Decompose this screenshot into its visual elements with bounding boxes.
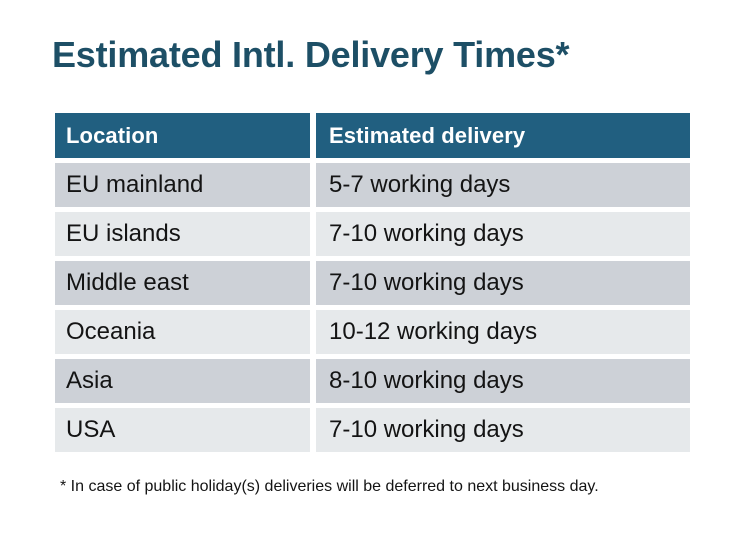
cell-delivery: 7-10 working days (316, 212, 690, 256)
table-row: EU islands 7-10 working days (55, 212, 690, 256)
table-header-row: Location Estimated delivery (55, 113, 690, 158)
cell-delivery: 8-10 working days (316, 359, 690, 403)
cell-location: Middle east (55, 261, 310, 305)
header-cell-location: Location (55, 113, 310, 158)
header-cell-estimated-delivery: Estimated delivery (316, 113, 690, 158)
cell-delivery: 7-10 working days (316, 408, 690, 452)
table-row: Asia 8-10 working days (55, 359, 690, 403)
cell-location: Asia (55, 359, 310, 403)
cell-location: EU islands (55, 212, 310, 256)
footnote: * In case of public holiday(s) deliverie… (60, 478, 599, 495)
cell-location: EU mainland (55, 163, 310, 207)
cell-delivery: 5-7 working days (316, 163, 690, 207)
delivery-times-table: Location Estimated delivery EU mainland … (55, 113, 690, 452)
cell-location: Oceania (55, 310, 310, 354)
table-row: EU mainland 5-7 working days (55, 163, 690, 207)
table-row: USA 7-10 working days (55, 408, 690, 452)
cell-delivery: 10-12 working days (316, 310, 690, 354)
page-title: Estimated Intl. Delivery Times* (52, 34, 570, 75)
cell-location: USA (55, 408, 310, 452)
table-row: Middle east 7-10 working days (55, 261, 690, 305)
cell-delivery: 7-10 working days (316, 261, 690, 305)
table-row: Oceania 10-12 working days (55, 310, 690, 354)
